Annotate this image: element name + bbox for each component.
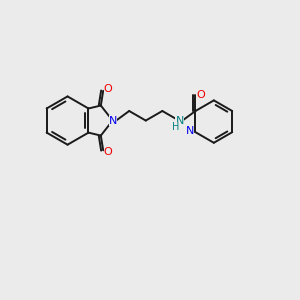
Text: N: N: [109, 116, 117, 126]
Text: O: O: [104, 84, 112, 94]
Text: N: N: [186, 126, 194, 136]
Text: O: O: [196, 90, 205, 100]
Text: H: H: [172, 122, 179, 132]
Text: O: O: [104, 147, 112, 157]
Text: N: N: [176, 116, 184, 126]
